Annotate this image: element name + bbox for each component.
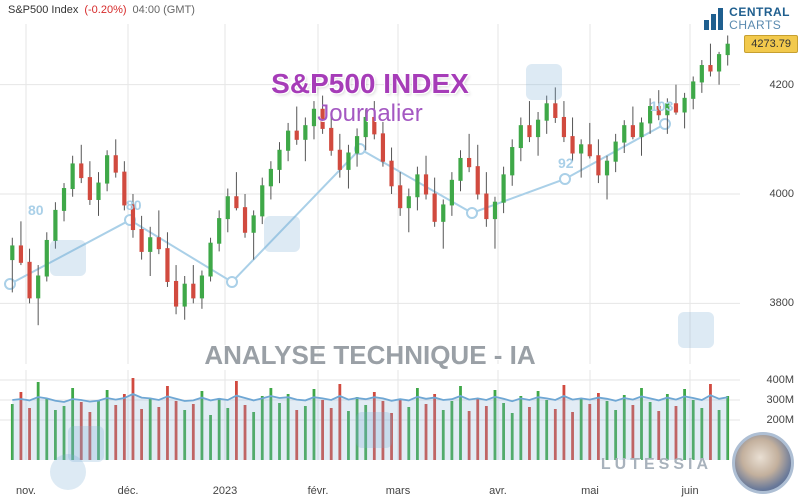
- chart-header: S&P500 Index (-0.20%) 04:00 (GMT): [0, 0, 800, 20]
- price-ytick: 4200: [770, 79, 794, 91]
- volume-ytick: 400M: [766, 374, 794, 386]
- x-tick: avr.: [489, 485, 507, 497]
- volume-ytick: 300M: [766, 394, 794, 406]
- watermark-circle-icon: [50, 454, 86, 490]
- watermark-arrow-icon: [264, 216, 300, 252]
- footer-brand: LUTESSIA: [601, 456, 712, 474]
- x-tick: nov.: [16, 485, 36, 497]
- price-y-axis: 3800 4000 4200 4273.79: [742, 24, 800, 364]
- instrument-time: 04:00 (GMT): [133, 4, 195, 16]
- watermark-title: S&P500 INDEX: [0, 68, 740, 100]
- svg-text:80: 80: [28, 202, 44, 218]
- svg-text:80: 80: [126, 197, 142, 213]
- current-price-badge: 4273.79: [744, 35, 798, 53]
- x-tick: mars: [386, 485, 410, 497]
- volume-ytick: 200M: [766, 414, 794, 426]
- x-tick: mai: [581, 485, 599, 497]
- watermark-doc-icon: [356, 412, 392, 448]
- x-tick: févr.: [308, 485, 329, 497]
- watermark-gauge-icon: [526, 64, 562, 100]
- x-tick: déc.: [118, 485, 139, 497]
- price-ytick: 4000: [770, 188, 794, 200]
- x-tick: juin: [681, 485, 698, 497]
- x-tick: 2023: [213, 485, 237, 497]
- assistant-avatar[interactable]: [732, 432, 794, 494]
- instrument-change: (-0.20%): [84, 4, 126, 16]
- watermark-arrow-icon: [50, 240, 86, 276]
- price-ytick: 3800: [770, 297, 794, 309]
- instrument-name: S&P500 Index: [8, 4, 78, 16]
- watermark-bottom: ANALYSE TECHNIQUE - IA: [0, 340, 740, 371]
- svg-text:92: 92: [558, 155, 574, 171]
- x-axis: nov. déc. 2023 févr. mars avr. mai juin: [0, 478, 740, 500]
- watermark-chart-icon: [678, 312, 714, 348]
- watermark-subtitle: Journalier: [0, 100, 740, 128]
- logo-line1: CENTRAL: [729, 6, 790, 19]
